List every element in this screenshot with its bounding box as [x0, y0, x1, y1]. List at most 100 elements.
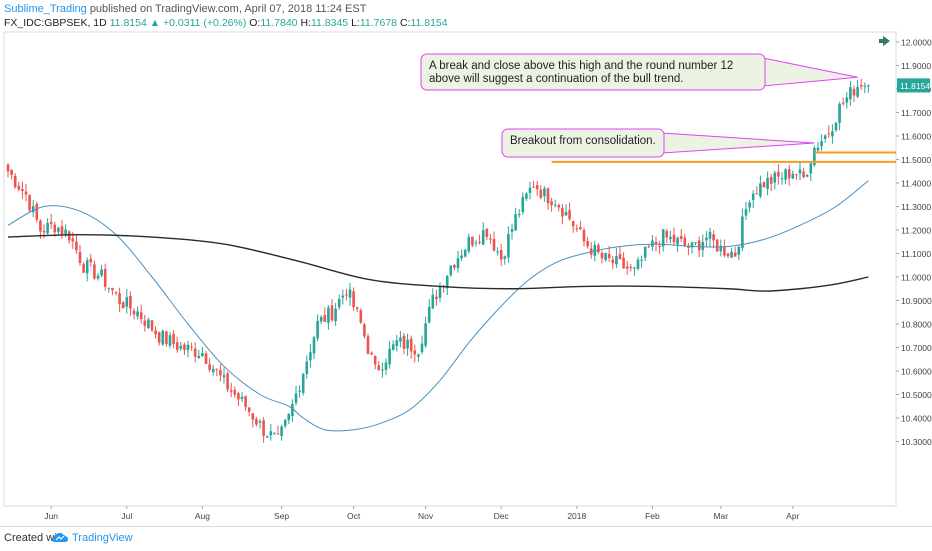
candle-up	[305, 361, 309, 374]
candle-down	[654, 241, 658, 244]
candle-down	[715, 239, 719, 252]
candle-down	[24, 191, 28, 195]
candle-up	[449, 265, 453, 276]
candle-down	[129, 296, 132, 309]
candle-up	[211, 368, 215, 373]
candle-down	[229, 390, 233, 392]
candle-up	[528, 187, 532, 193]
y-tick-label: 10.4000	[901, 414, 932, 424]
candle-up	[633, 267, 636, 269]
candle-up	[834, 122, 838, 131]
candle-down	[251, 413, 255, 420]
candle-up	[388, 348, 391, 365]
candle-down	[13, 175, 17, 187]
tradingview-cloud-icon[interactable]	[52, 532, 68, 544]
tradingview-brand[interactable]: TradingView	[72, 532, 133, 544]
last-price-label: 11.8154	[900, 81, 930, 91]
change-value: ▲ +0.0311 (+0.26%)	[149, 17, 247, 29]
candle-up	[107, 287, 111, 289]
candle-up	[780, 178, 784, 180]
candle-up	[521, 197, 525, 213]
last-price: 11.8154	[109, 17, 147, 29]
candle-up	[651, 240, 654, 247]
candle-down	[157, 332, 161, 343]
x-tick-label: Feb	[645, 511, 660, 521]
candle-down	[489, 238, 492, 240]
candle-up	[201, 353, 204, 357]
candle-down	[478, 241, 481, 243]
candle-up	[705, 237, 708, 241]
candle-up	[784, 169, 787, 180]
candle-down	[215, 368, 219, 370]
candle-up	[643, 246, 647, 258]
callout-text: Breakout from consolidation.	[510, 135, 656, 147]
candle-up	[161, 330, 165, 345]
candle-up	[381, 369, 384, 371]
y-tick-label: 10.3000	[901, 437, 932, 447]
candle-down	[532, 186, 535, 188]
x-tick-label: Oct	[347, 511, 361, 521]
candle-down	[366, 336, 370, 354]
candle-down	[546, 188, 550, 204]
candle-down	[373, 356, 377, 365]
candle-down	[597, 244, 600, 253]
candle-down	[183, 344, 186, 350]
candle-up	[773, 172, 777, 183]
candle-down	[330, 305, 334, 321]
candle-down	[665, 230, 669, 238]
candle-up	[287, 413, 291, 421]
candle-down	[618, 253, 622, 259]
candle-up	[737, 246, 741, 255]
candle-up	[273, 432, 276, 434]
candle-down	[247, 407, 251, 412]
author-link[interactable]: Sublime_Trading	[4, 3, 87, 15]
callout-box[interactable]	[420, 53, 766, 91]
high-value: 11.8345	[310, 17, 349, 29]
candle-up	[543, 188, 546, 197]
candle-up	[316, 320, 319, 339]
candle-up	[690, 242, 694, 248]
candle-down	[409, 338, 413, 352]
candle-down	[726, 253, 730, 257]
candle-down	[600, 252, 604, 259]
candle-up	[751, 193, 755, 201]
candle-down	[370, 352, 373, 355]
candle-up	[348, 289, 352, 298]
y-tick-label: 10.9000	[901, 296, 932, 306]
candle-down	[237, 393, 240, 400]
candle-down	[402, 335, 406, 349]
candle-down	[535, 185, 539, 190]
candle-down	[802, 171, 805, 178]
candle-down	[795, 174, 798, 176]
candle-down	[204, 353, 208, 365]
candle-up	[481, 230, 485, 245]
candle-down	[28, 195, 31, 211]
candle-up	[280, 426, 283, 437]
candle-up	[222, 375, 226, 378]
candle-up	[661, 229, 665, 247]
low-label: L:	[351, 17, 360, 29]
candle-down	[859, 84, 863, 87]
candle-down	[190, 346, 193, 348]
candle-up	[719, 245, 723, 252]
low-value: 11.7678	[359, 17, 398, 29]
y-tick-label: 11.2000	[901, 226, 931, 236]
symbol-label[interactable]: FX_IDC:GBPSEK, 1D	[4, 17, 107, 29]
callout-box[interactable]	[501, 128, 665, 158]
y-tick-label: 11.0000	[901, 273, 931, 283]
candle-down	[118, 293, 121, 305]
candle-up	[391, 344, 395, 350]
candle-down	[89, 258, 93, 263]
candle-up	[456, 258, 460, 269]
candle-up	[395, 340, 399, 347]
candle-down	[114, 292, 118, 294]
candle-down	[622, 257, 625, 269]
candle-down	[550, 201, 553, 205]
candle-up	[474, 242, 478, 244]
open-label: O:	[249, 17, 261, 29]
price-chart[interactable]: 12.000011.900011.800011.700011.600011.50…	[0, 30, 932, 526]
x-tick-label: Jun	[44, 511, 58, 521]
x-tick-label: Sep	[274, 511, 289, 521]
candle-up	[708, 231, 712, 239]
arrow-right-icon[interactable]	[879, 36, 890, 46]
